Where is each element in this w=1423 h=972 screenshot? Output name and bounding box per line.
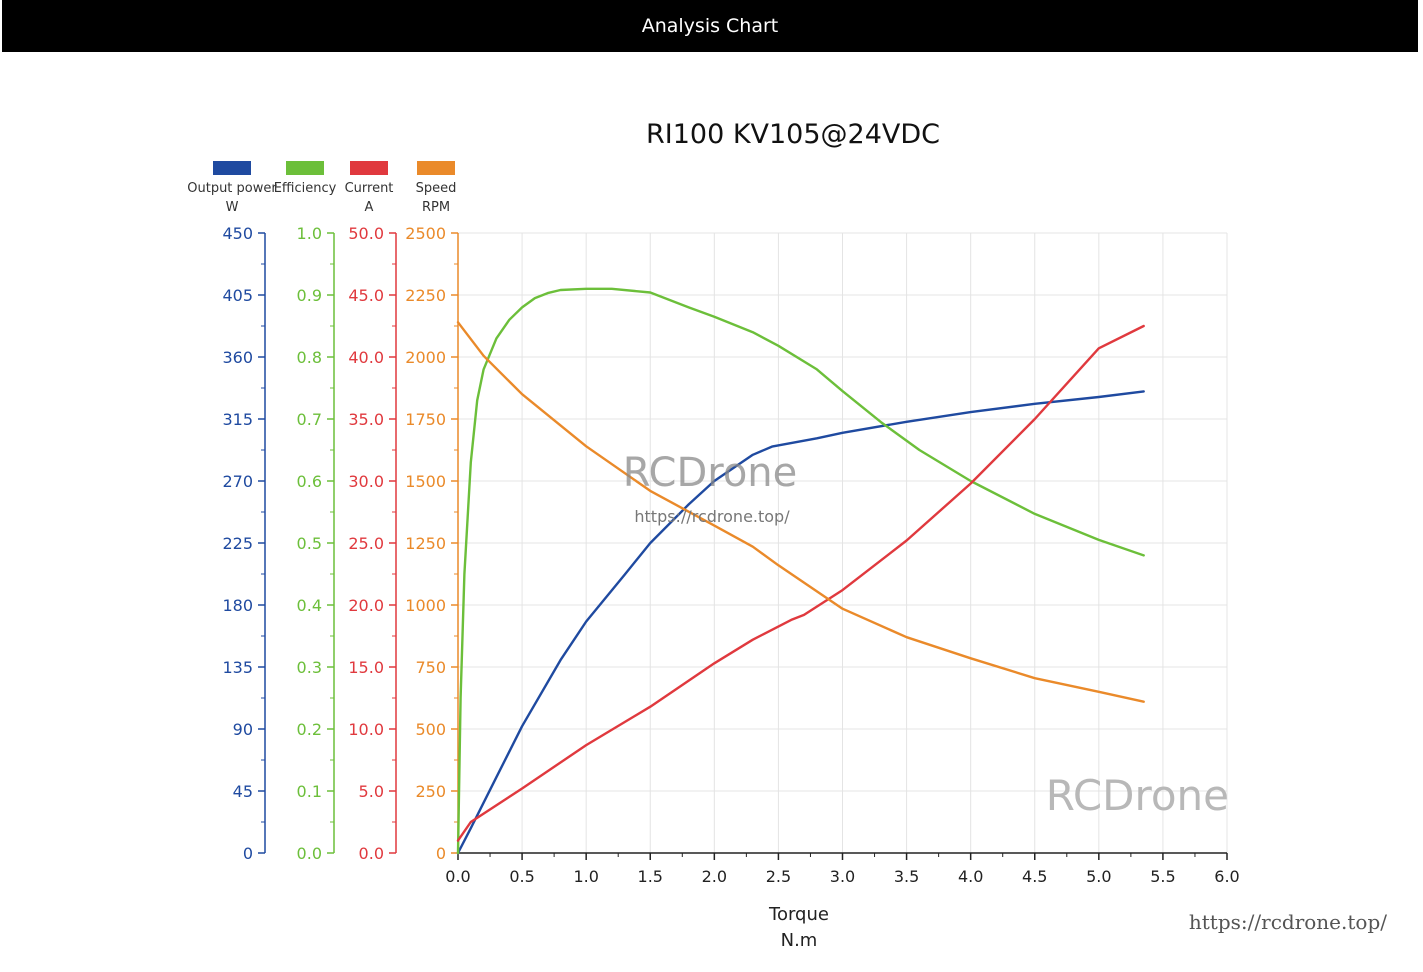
power-tick-label: 450 [222, 224, 253, 243]
x-axis: 0.0 0.5 1.0 1.5 2.0 2.5 3.0 3.5 4.0 4.5 5.0 5.5 6.0 [445, 852, 1240, 886]
efficiency-tick-label: 0.6 [297, 472, 322, 491]
legend-swatch [350, 161, 388, 175]
x-axis-unit: N.m [781, 930, 818, 951]
series-line-speed [456, 321, 1145, 703]
speed-tick-label: 1500 [405, 472, 446, 491]
efficiency-tick-label: 1.0 [297, 224, 322, 243]
power-tick-label: 45 [233, 782, 253, 801]
x-tick-label: 6.0 [1214, 867, 1239, 886]
efficiency-tick-label: 0.9 [297, 286, 322, 305]
current-tick-label: 45.0 [348, 286, 384, 305]
current-tick-label: 15.0 [348, 658, 384, 677]
current-tick-label: 25.0 [348, 534, 384, 553]
speed-tick-label: 2000 [405, 348, 446, 367]
watermark-bottom-url: https://rcdrone.top/ [1188, 910, 1387, 934]
current-tick-label: 50.0 [348, 224, 384, 243]
legend-label: Speed [416, 181, 457, 196]
power-tick-label: 90 [233, 720, 253, 739]
series-lines [456, 287, 1145, 855]
page-title: Analysis Chart [641, 15, 779, 37]
efficiency-tick-label: 0.0 [297, 844, 322, 863]
x-tick-label: 0.5 [509, 867, 534, 886]
watermark-center-url: https://rcdrone.top/ [634, 507, 790, 526]
legend: Output power W Efficiency Current A Speed RPM [187, 161, 456, 215]
current-tick-label: 10.0 [348, 720, 384, 739]
efficiency-tick-label: 0.8 [297, 348, 322, 367]
x-tick-label: 4.0 [958, 867, 983, 886]
power-tick-label: 270 [222, 472, 253, 491]
power-tick-label: 360 [222, 348, 253, 367]
legend-unit: A [365, 200, 374, 215]
chart-title: RI100 KV105@24VDC [646, 119, 940, 150]
x-tick-label: 3.5 [894, 867, 919, 886]
x-tick-label: 2.5 [766, 867, 791, 886]
legend-unit: RPM [422, 200, 450, 215]
current-tick-label: 35.0 [348, 410, 384, 429]
watermark-corner-brand: RCDrone [1046, 771, 1229, 820]
x-tick-label: 3.0 [830, 867, 855, 886]
efficiency-tick-label: 0.2 [297, 720, 322, 739]
current-tick-label: 40.0 [348, 348, 384, 367]
speed-tick-label: 0 [436, 844, 446, 863]
legend-label: Current [345, 181, 394, 196]
current-tick-label: 30.0 [348, 472, 384, 491]
legend-swatch [286, 161, 324, 175]
watermark-center-brand: RCDrone [623, 450, 798, 496]
speed-tick-label: 500 [415, 720, 446, 739]
x-axis-label: Torque [768, 904, 829, 925]
x-tick-label: 1.5 [638, 867, 663, 886]
speed-tick-label: 750 [415, 658, 446, 677]
legend-label: Efficiency [274, 181, 337, 196]
power-tick-label: 225 [222, 534, 253, 553]
legend-swatch [417, 161, 455, 175]
series-line-power [456, 390, 1145, 855]
efficiency-tick-label: 0.3 [297, 658, 322, 677]
x-tick-label: 4.5 [1022, 867, 1047, 886]
current-tick-label: 20.0 [348, 596, 384, 615]
current-tick-label: 0.0 [359, 844, 384, 863]
legend-unit: W [226, 200, 239, 215]
speed-tick-label: 1000 [405, 596, 446, 615]
speed-tick-label: 2500 [405, 224, 446, 243]
speed-tick-label: 250 [415, 782, 446, 801]
efficiency-tick-label: 0.5 [297, 534, 322, 553]
page-header: Analysis Chart [2, 0, 1418, 52]
power-tick-label: 405 [222, 286, 253, 305]
power-tick-label: 180 [222, 596, 253, 615]
series-line-current [456, 324, 1145, 842]
efficiency-tick-label: 0.1 [297, 782, 322, 801]
speed-tick-label: 1750 [405, 410, 446, 429]
speed-tick-label: 1250 [405, 534, 446, 553]
power-tick-label: 315 [222, 410, 253, 429]
speed-tick-label: 2250 [405, 286, 446, 305]
y-axes: 0 45 90 135 180 225 270 315 360 405 450 0.0 0.1 0.2 0.… [222, 224, 459, 863]
x-tick-label: 0.0 [445, 867, 470, 886]
x-tick-label: 5.0 [1086, 867, 1111, 886]
efficiency-tick-label: 0.7 [297, 410, 322, 429]
x-tick-label: 2.0 [702, 867, 727, 886]
x-tick-label: 1.0 [573, 867, 598, 886]
current-tick-label: 5.0 [359, 782, 384, 801]
power-tick-label: 135 [222, 658, 253, 677]
x-tick-label: 5.5 [1150, 867, 1175, 886]
efficiency-tick-label: 0.4 [297, 596, 322, 615]
series-line-efficiency [456, 287, 1145, 855]
legend-swatch [213, 161, 251, 175]
legend-label: Output power [187, 181, 277, 196]
grid [458, 232, 1228, 853]
chart-labels: RI100 KV105@24VDC Torque N.m RCDrone htt… [623, 119, 1229, 951]
power-tick-label: 0 [243, 844, 253, 863]
